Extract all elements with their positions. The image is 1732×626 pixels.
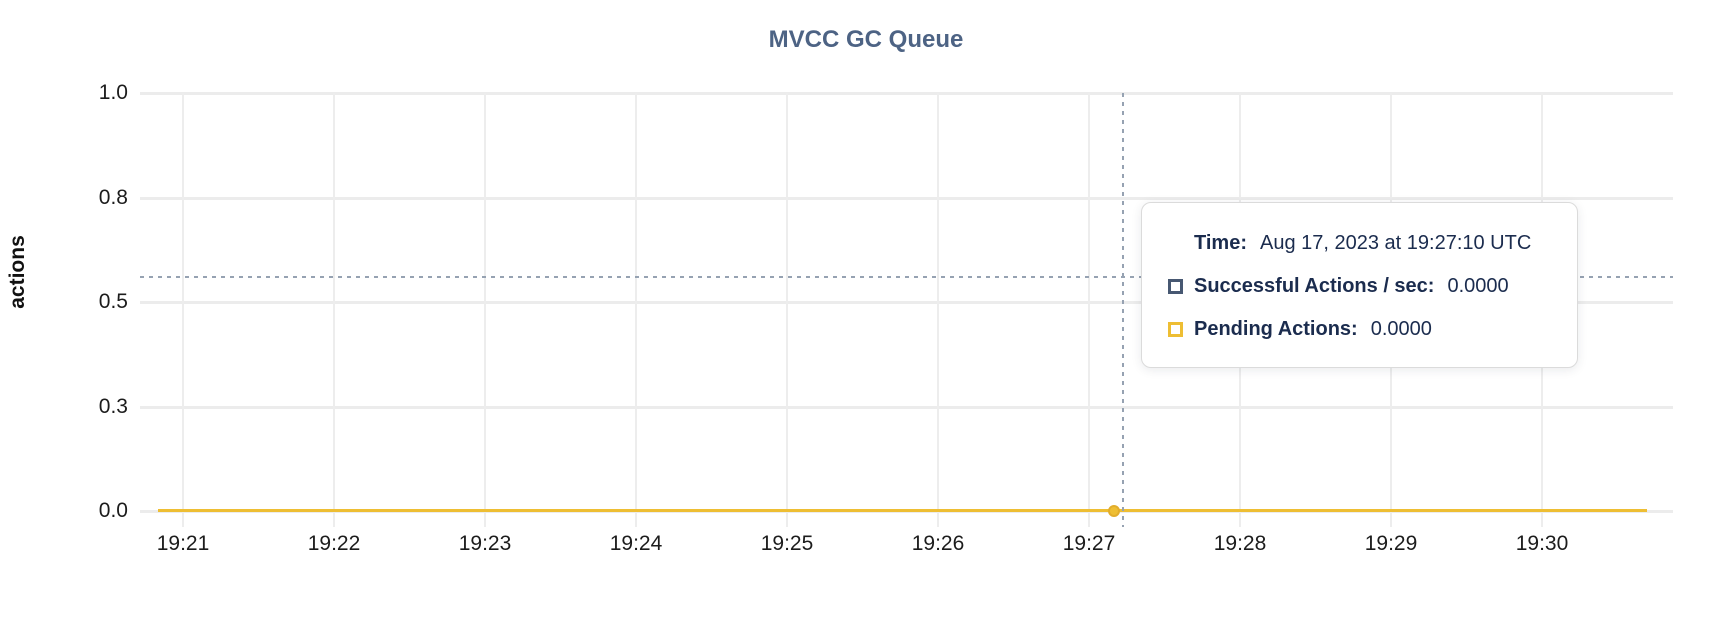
x-tick-label: 19:26 (911, 532, 965, 555)
crosshair-horizontal-line (140, 276, 1673, 278)
v-gridline (333, 93, 335, 527)
tooltip-successful-actions-value: 0.0000 (1447, 274, 1509, 297)
h-gridline (140, 92, 1673, 95)
x-tick-label: 19:29 (1364, 532, 1418, 555)
h-gridline (140, 301, 1673, 304)
y-tick-label: 0.5 (98, 290, 128, 313)
chart-tooltip: Time: Aug 17, 2023 at 19:27:10 UTC Succe… (1141, 202, 1578, 368)
x-tick-label: 19:22 (307, 532, 361, 555)
tooltip-pending-actions-value: 0.0000 (1370, 317, 1432, 340)
v-gridline (1088, 93, 1090, 527)
tooltip-time-value: Aug 17, 2023 at 19:27:10 UTC (1259, 231, 1532, 254)
y-axis-label: actions (6, 235, 29, 309)
h-gridline (140, 405, 1673, 409)
tooltip-time-row: Time: Aug 17, 2023 at 19:27:10 UTC (1168, 223, 1553, 263)
x-tick-label: 19:23 (458, 532, 512, 555)
h-gridline (140, 196, 1673, 200)
hover-point-dot (1108, 505, 1120, 517)
y-tick-label: 0.8 (98, 185, 128, 209)
x-tick-label: 19:27 (1062, 532, 1116, 555)
tooltip-time-label: Time: (1194, 231, 1247, 254)
pending-actions-swatch-icon (1168, 321, 1183, 337)
y-tick-label: 0.0 (98, 499, 128, 522)
crosshair-vertical-line (1122, 93, 1124, 527)
x-tick-label: 19:28 (1213, 532, 1267, 555)
series-line-pending-actions (158, 509, 1647, 512)
x-tick-label: 19:24 (609, 532, 663, 555)
v-gridline (937, 93, 939, 527)
chart-title: MVCC GC Queue (768, 26, 964, 53)
y-tick-label: 1.0 (98, 81, 128, 104)
tooltip-successful-actions-row: Successful Actions / sec: 0.0000 (1168, 266, 1553, 306)
v-gridline (786, 93, 788, 527)
v-gridline (484, 93, 486, 527)
tooltip-pending-actions-label: Pending Actions: (1194, 317, 1358, 340)
tooltip-pending-actions-row: Pending Actions: 0.0000 (1168, 309, 1553, 349)
v-gridline (635, 93, 637, 527)
y-tick-label: 0.3 (98, 394, 128, 418)
x-tick-label: 19:21 (156, 532, 210, 555)
tooltip-successful-actions-label: Successful Actions / sec: (1194, 274, 1435, 297)
x-tick-label: 19:25 (760, 532, 814, 555)
x-tick-label: 19:30 (1515, 532, 1569, 555)
v-gridline (182, 93, 184, 527)
successful-actions-swatch-icon (1168, 278, 1183, 294)
